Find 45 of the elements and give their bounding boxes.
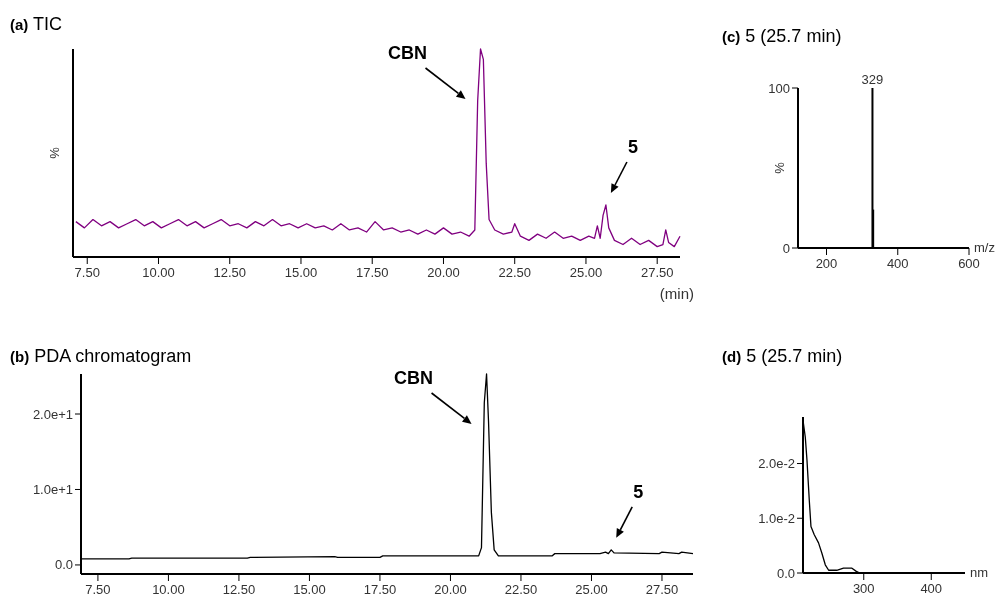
y-tick-label: 1.0e-2	[758, 510, 795, 526]
x-tick-label: 400	[886, 256, 909, 271]
chart-title: (b) PDA chromatogram	[10, 346, 192, 366]
x-tick-label: 7.50	[85, 582, 111, 597]
x-tick-label: 12.50	[213, 265, 247, 280]
y-tick-label: 2.0e-2	[758, 456, 795, 472]
y-tick-label: 100	[768, 80, 790, 96]
x-tick-label: 10.00	[142, 265, 175, 280]
x-tick-label: 600	[958, 256, 980, 271]
x-tick-label: 27.50	[640, 265, 674, 280]
x-tick-label: 400	[920, 581, 943, 596]
x-tick-label: 22.50	[498, 265, 531, 280]
annotation: 5	[633, 481, 644, 502]
chart-title: (c) 5 (25.7 min)	[722, 26, 842, 46]
x-tick-label: 27.50	[645, 582, 679, 597]
x-tick-label: 200	[815, 256, 838, 271]
x-tick-label: 25.00	[569, 265, 603, 280]
chart-title: (d) 5 (25.7 min)	[722, 346, 843, 366]
y-tick-label: 1.0e+1	[32, 482, 73, 498]
y-axis-title: %	[772, 161, 787, 174]
annotation: 5	[627, 137, 638, 157]
y-tick-label: 0.0	[776, 565, 795, 581]
x-tick-label: 15.00	[293, 582, 326, 597]
y-tick-label: 0.0	[54, 557, 73, 573]
annotation: CBN	[388, 43, 428, 63]
x-tick-label: 17.50	[355, 265, 389, 280]
x-tick-label: 7.50	[74, 265, 100, 280]
x-tick-label: 10.00	[152, 582, 185, 597]
x-axis-title: m/z	[974, 240, 995, 255]
x-axis-title: nm	[970, 565, 989, 580]
y-axis-title: %	[47, 146, 62, 159]
x-tick-label: 300	[852, 581, 875, 596]
x-tick-label: 15.00	[284, 265, 318, 280]
y-tick-label: 2.0e+1	[32, 406, 73, 422]
x-tick-label: 25.00	[575, 582, 608, 597]
annotation: 329	[861, 72, 884, 87]
x-tick-label: 20.00	[434, 582, 467, 597]
x-tick-label: 20.00	[427, 265, 460, 280]
x-axis-title: (min)	[659, 285, 694, 302]
x-tick-label: 22.50	[504, 582, 538, 597]
x-tick-label: 17.50	[363, 582, 397, 597]
annotation: CBN	[394, 368, 434, 388]
x-tick-label: 12.50	[222, 582, 256, 597]
y-tick-label: 0	[782, 240, 790, 256]
chart-title: (a) TIC	[10, 14, 63, 34]
